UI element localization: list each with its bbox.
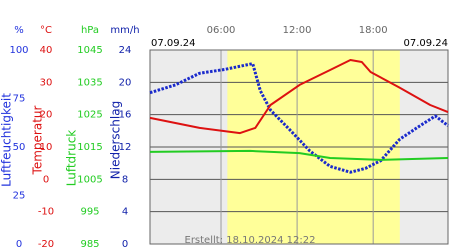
axis-title: Luftdruck [65, 130, 79, 187]
y-tick-label: 0 [122, 239, 128, 250]
y-tick-label: 1005 [77, 174, 102, 185]
date-right: 07.09.24 [403, 38, 448, 49]
y-tick-label: 25 [13, 191, 26, 202]
y-tick-label: 0 [16, 239, 22, 250]
y-tick-label: 995 [80, 207, 99, 218]
axis-title: Luftfeuchtigkeit [0, 93, 14, 187]
axis-unit: mm/h [110, 25, 139, 36]
y-tick-label: 100 [9, 45, 28, 56]
plot-border [149, 49, 449, 245]
date-left: 07.09.24 [151, 38, 196, 49]
x-tick-label: 06:00 [207, 25, 236, 36]
axis-title: Temperatur [31, 105, 45, 175]
y-tick-label: 40 [40, 45, 53, 56]
x-tick-label: 18:00 [359, 25, 388, 36]
y-tick-label: 24 [119, 45, 132, 56]
y-tick-label: 1025 [77, 110, 102, 121]
y-tick-label: 20 [40, 110, 53, 121]
x-tick-label: 12:00 [283, 25, 312, 36]
y-tick-label: 12 [119, 142, 132, 153]
series-line [149, 149, 449, 161]
series-line [149, 59, 449, 135]
axis-unit: hPa [81, 25, 99, 36]
series-line [149, 62, 449, 174]
y-tick-label: 75 [13, 94, 26, 105]
footer: Erstellt: 18.10.2024 12:22 [185, 235, 316, 246]
axis-unit: % [14, 25, 24, 36]
y-tick-label: 1045 [77, 45, 102, 56]
y-tick-label: 50 [13, 142, 26, 153]
y-tick-label: 1035 [77, 77, 102, 88]
y-tick-label: 0 [43, 174, 49, 185]
y-tick-label: 20 [119, 77, 132, 88]
y-tick-label: -20 [38, 239, 54, 250]
y-tick-label: 8 [122, 174, 128, 185]
y-tick-label: 4 [122, 207, 128, 218]
y-tick-label: 1015 [77, 142, 102, 153]
y-tick-label: 10 [40, 142, 53, 153]
axis-title: Niederschlag [109, 101, 123, 179]
y-tick-label: 985 [80, 239, 99, 250]
y-tick-label: 30 [40, 77, 53, 88]
y-tick-label: 16 [119, 110, 132, 121]
y-tick-label: -10 [38, 207, 54, 218]
axis-unit: °C [40, 25, 52, 36]
